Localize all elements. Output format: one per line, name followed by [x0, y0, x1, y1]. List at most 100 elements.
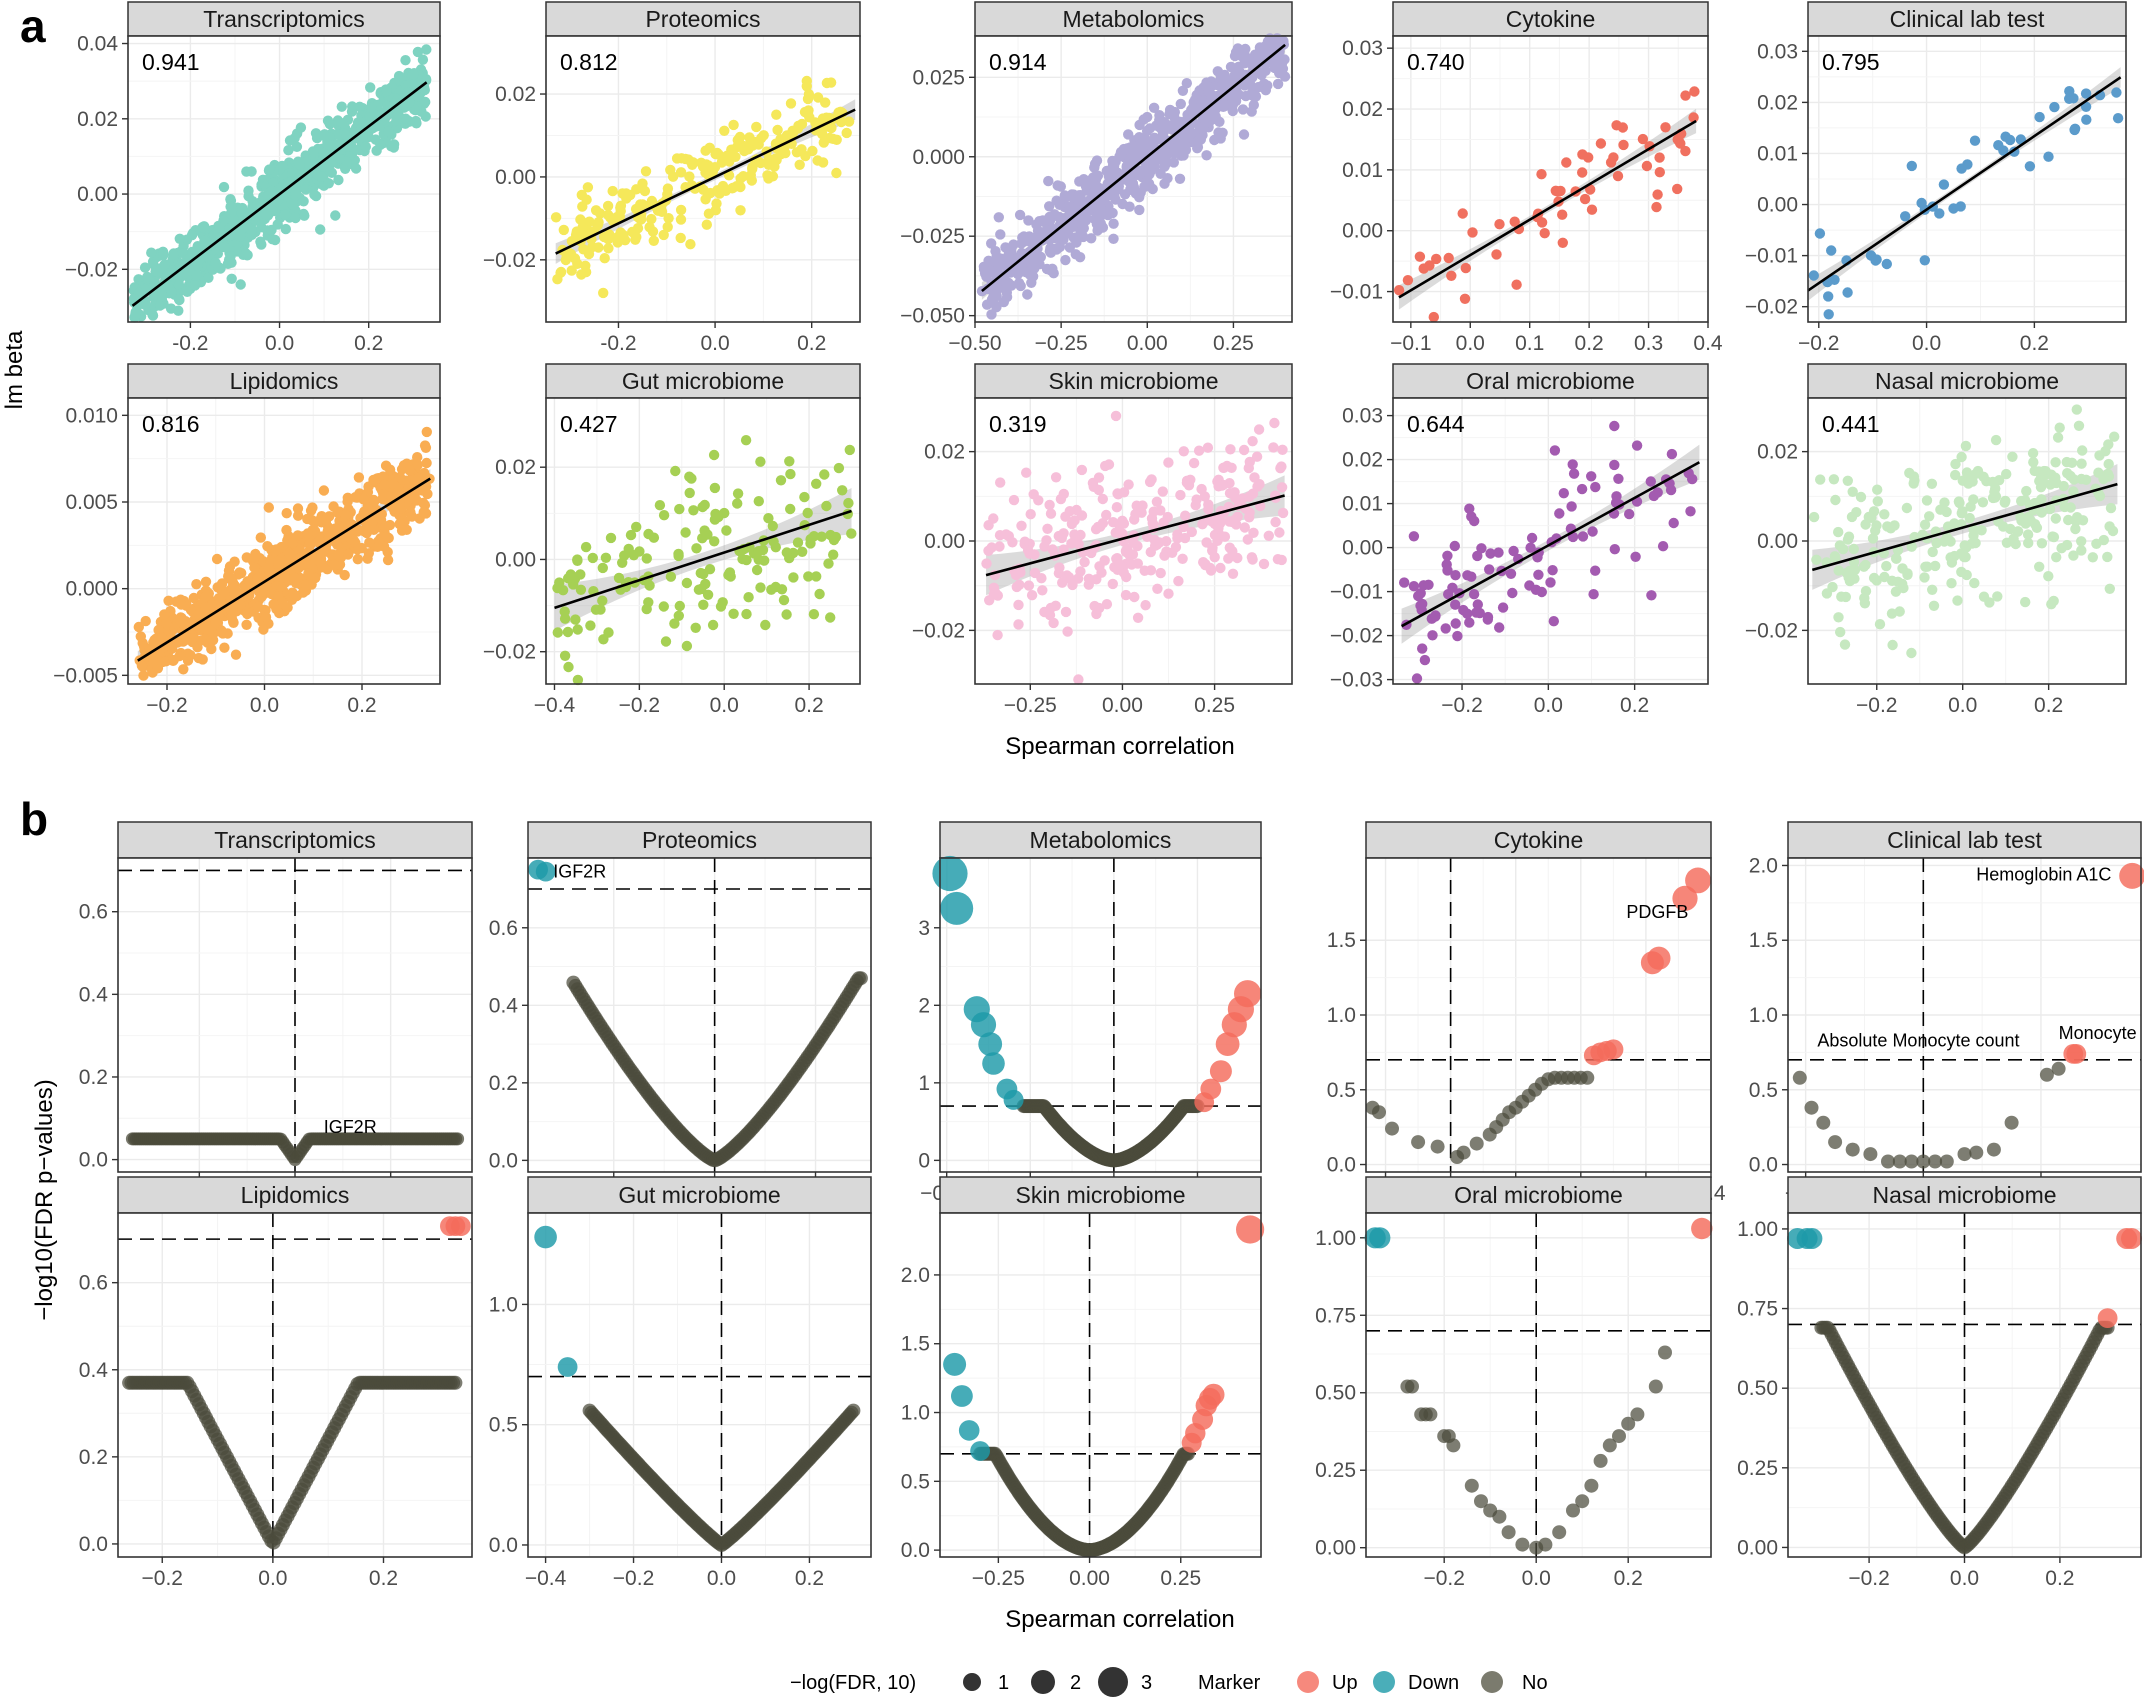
data-point — [1076, 464, 1088, 476]
regression-line — [1398, 119, 1697, 299]
data-point — [1689, 86, 1700, 97]
data-point — [2107, 525, 2119, 537]
y-tick-label: 0.2 — [79, 1066, 108, 1089]
correlation-value: 0.795 — [1822, 49, 1880, 75]
significant-point — [2066, 1044, 2087, 1064]
data-point — [418, 507, 429, 518]
data-point — [157, 290, 168, 302]
data-point — [577, 222, 588, 233]
data-point — [1186, 526, 1198, 538]
x-tick-label: 0.1 — [1515, 332, 1544, 355]
significant-point — [932, 855, 968, 892]
data-point — [1168, 157, 1180, 168]
data-point — [404, 465, 415, 476]
data-point — [1497, 602, 1509, 613]
data-point — [1137, 146, 1148, 157]
data-point — [2050, 513, 2061, 524]
data-point — [1886, 575, 1898, 586]
data-point — [731, 141, 743, 153]
data-point — [1804, 1100, 1819, 1115]
data-point — [1200, 80, 1212, 92]
y-tick-label: −0.02 — [1745, 296, 1798, 319]
data-point — [2004, 1115, 2019, 1130]
data-point — [775, 475, 787, 486]
y-tick-label: 0.02 — [77, 108, 118, 131]
data-point — [796, 118, 808, 130]
data-point — [1123, 479, 1134, 490]
data-point — [1828, 474, 1840, 485]
y-tick-label: 0.0 — [489, 1534, 518, 1557]
data-point — [741, 554, 752, 566]
data-point — [617, 188, 628, 199]
data-point — [291, 590, 302, 602]
data-point — [1576, 483, 1588, 495]
x-tick-label: 0.00 — [1102, 694, 1143, 717]
data-point — [1586, 204, 1598, 215]
data-point — [191, 579, 202, 590]
data-point — [1672, 183, 1683, 195]
data-point — [1163, 457, 1174, 468]
data-point — [991, 300, 1002, 312]
data-point — [1099, 555, 1110, 566]
data-point — [853, 971, 868, 986]
data-point — [743, 144, 754, 155]
data-point — [394, 471, 406, 483]
data-point — [1023, 580, 1035, 591]
x-tick-label: 0.2 — [794, 694, 823, 717]
facet-strip — [545, 1, 861, 37]
data-point — [1232, 43, 1244, 54]
data-point — [2051, 1061, 2066, 1076]
data-point — [1107, 578, 1119, 590]
data-point — [1977, 497, 1989, 508]
data-point — [225, 201, 237, 213]
x-tick-label: −0.50 — [948, 332, 1001, 355]
y-tick-label: 2 — [918, 994, 930, 1017]
data-point — [559, 606, 570, 617]
significant-point — [1209, 1060, 1232, 1083]
data-point — [1814, 228, 1826, 239]
data-point — [290, 187, 301, 198]
x-tick-label: 0.3 — [1634, 332, 1663, 355]
data-point — [323, 178, 334, 189]
data-point — [1117, 198, 1128, 210]
data-point — [1945, 552, 1956, 563]
x-tick-label: 0.0 — [710, 694, 739, 717]
data-point — [1216, 480, 1228, 491]
data-point — [1048, 268, 1059, 279]
y-tick-label: 0.4 — [489, 994, 519, 1017]
data-point — [384, 464, 396, 475]
data-point — [1260, 65, 1271, 77]
data-point — [226, 273, 237, 284]
data-point — [146, 247, 157, 258]
data-point — [685, 239, 696, 250]
data-point — [1080, 215, 1092, 226]
data-point — [1595, 138, 1607, 149]
x-tick-label: 0.0 — [707, 1567, 736, 1590]
data-point — [1018, 255, 1029, 266]
data-point — [1846, 511, 1858, 523]
data-point — [646, 195, 658, 207]
data-point — [1145, 139, 1157, 151]
gridlines — [1393, 36, 1709, 322]
data-point — [1939, 1154, 1954, 1169]
data-point — [1835, 626, 1846, 638]
data-point — [1843, 531, 1855, 542]
data-point — [1879, 509, 1890, 520]
data-point — [325, 166, 336, 177]
data-point — [1238, 444, 1250, 456]
x-tick-label: −0.2 — [142, 1567, 183, 1590]
data-point — [1833, 526, 1844, 538]
data-point — [2036, 538, 2048, 549]
data-point — [1509, 216, 1520, 227]
data-point — [2103, 458, 2114, 470]
data-point — [1605, 157, 1617, 168]
data-point — [1134, 119, 1145, 131]
y-tick-label: 0.2 — [489, 1072, 518, 1095]
data-point — [1954, 497, 1965, 509]
data-point — [1668, 517, 1679, 529]
facet-title: Gut microbiome — [618, 1182, 780, 1208]
data-point — [1044, 211, 1055, 223]
data-point — [1648, 490, 1660, 502]
data-point — [2054, 422, 2065, 433]
data-point — [1134, 204, 1145, 216]
